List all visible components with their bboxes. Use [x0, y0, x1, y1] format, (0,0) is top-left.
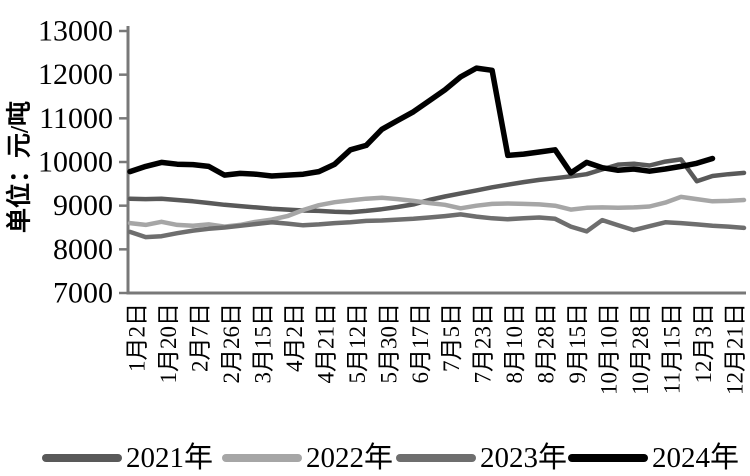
legend-item: 2024年 [568, 441, 739, 474]
x-tick-label: 2月26日 [219, 303, 244, 384]
y-axis-unit-label: 单位：元/吨 [5, 101, 34, 233]
legend-item: 2022年 [222, 441, 393, 474]
y-tick-label: 11000 [39, 102, 113, 135]
y-tick-label: 8000 [53, 233, 113, 266]
x-tick-label: 12月21日 [723, 303, 748, 395]
y-tick-label: 9000 [53, 189, 113, 222]
x-tick-label: 12月3日 [691, 303, 716, 384]
x-tick-label: 10月10日 [597, 303, 622, 395]
legend-label: 2024年 [652, 441, 739, 474]
x-tick-label: 8月10日 [502, 303, 527, 384]
x-tick-label: 6月17日 [408, 303, 433, 384]
series-lines [127, 65, 747, 240]
y-tick-label: 13000 [38, 15, 113, 48]
x-axis-tick-labels: 1月2日 1月20日 2月7日 2月26日 3月15日 4月2日 4月21日 5月12日 5月3… [125, 303, 748, 395]
x-tick-label: 7月5日 [439, 303, 464, 372]
x-tick-label: 3月15日 [250, 303, 275, 384]
legend-item: 2021年 [42, 441, 213, 474]
x-tick-label: 4月21日 [313, 303, 338, 384]
y-tick-label: 7000 [53, 277, 113, 310]
legend-item: 2023年 [396, 441, 567, 474]
series-line-2022年 [127, 194, 747, 229]
series-line-2021年 [127, 157, 747, 215]
x-tick-label: 11月15日 [660, 303, 685, 394]
legend-label: 2023年 [480, 441, 567, 474]
x-tick-label: 1月20日 [156, 303, 181, 384]
y-axis: 7000 8000 9000 10000 11000 12000 13000 [38, 15, 130, 310]
y-tick-label: 10000 [38, 146, 113, 179]
legend: 2021年 2022年 2023年 2024年 [42, 441, 739, 474]
y-tick-label: 12000 [38, 58, 113, 91]
x-tick-label: 1月2日 [125, 303, 150, 372]
x-tick-label: 10月28日 [628, 303, 653, 395]
legend-label: 2022年 [306, 441, 393, 474]
x-tick-label: 4月2日 [282, 303, 307, 372]
series-line-2024年 [127, 65, 716, 179]
x-tick-label: 8月28日 [534, 303, 559, 384]
series-line-2023年 [127, 212, 747, 240]
x-tick-label: 5月30日 [376, 303, 401, 384]
x-tick-label: 2月7日 [187, 303, 212, 372]
legend-label: 2021年 [126, 441, 213, 474]
x-tick-label: 5月12日 [345, 303, 370, 384]
x-tick-label: 9月15日 [565, 303, 590, 384]
x-tick-label: 7月23日 [471, 303, 496, 384]
